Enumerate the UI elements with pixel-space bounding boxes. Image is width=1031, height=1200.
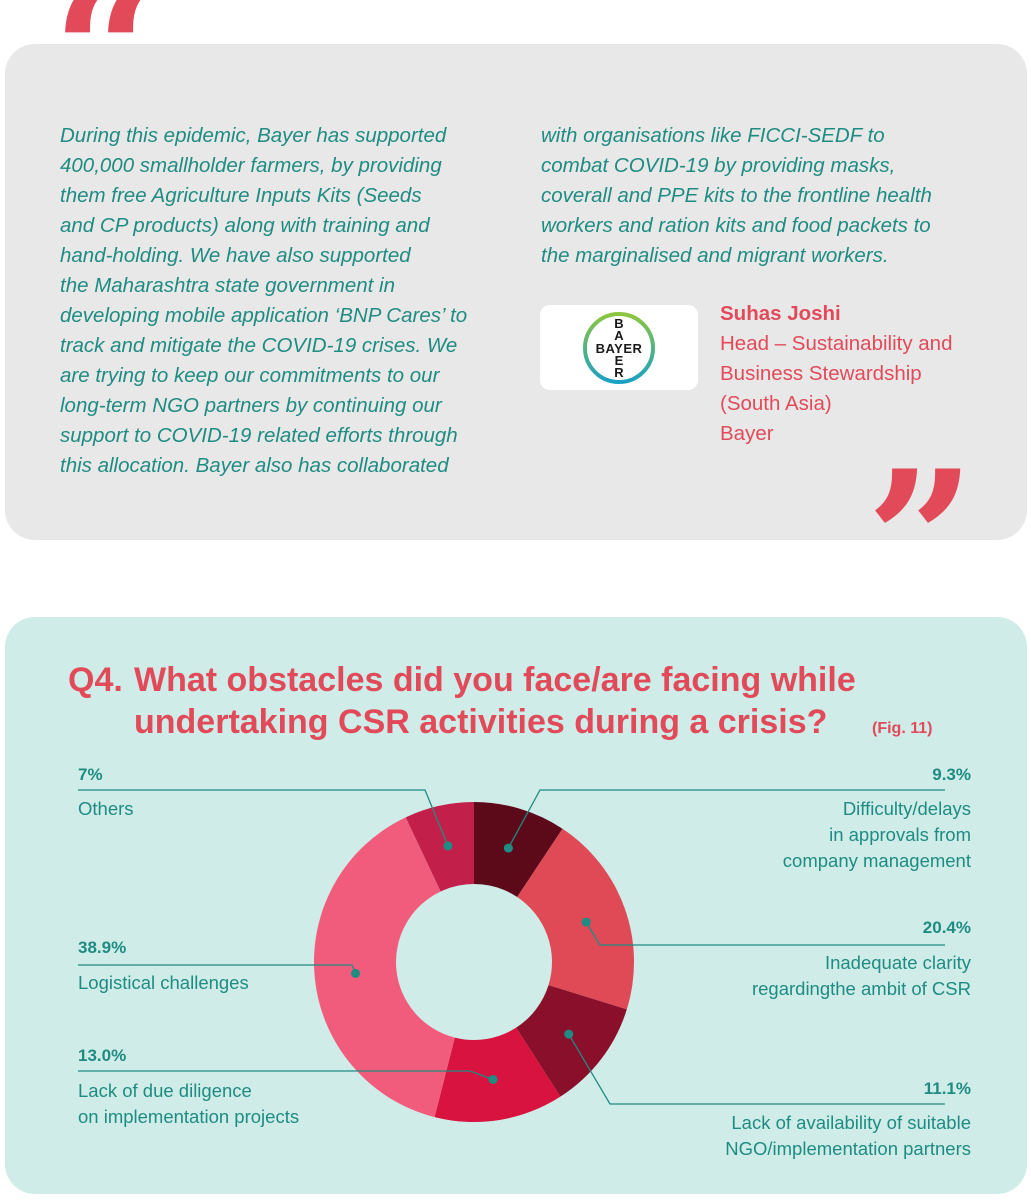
svg-text:BAYER: BAYER	[596, 341, 643, 356]
slice-value-label: 9.3%	[932, 765, 971, 784]
question-number: Q4.	[68, 661, 123, 699]
quote-text-right: with organisations like FICCI-SEDF to co…	[541, 124, 932, 267]
slice-category-label: Lack of availability of suitable NGO/imp…	[725, 1112, 971, 1159]
donut-slice	[516, 985, 627, 1097]
leader-dot	[564, 1029, 574, 1039]
leader-line	[585, 921, 945, 946]
donut-slice	[405, 802, 474, 892]
slice-category-label: Difficulty/delays in approvals from comp…	[782, 798, 971, 871]
bayer-cross-logo-icon: BAYER B A E R	[583, 312, 655, 384]
leader-dot	[581, 917, 591, 927]
leader-dot	[351, 968, 361, 978]
slice-category-label: Lack of due diligence on implementation …	[78, 1080, 300, 1127]
slice-category-label: Inadequate clarity regardingthe ambit of…	[751, 952, 971, 999]
leader-dot	[488, 1074, 498, 1084]
figure-note: (Fig. 11)	[872, 720, 933, 737]
donut-slice	[434, 1027, 561, 1122]
question-title: What obstacles did you face/are facing w…	[134, 661, 856, 741]
svg-text:A: A	[614, 328, 624, 343]
person-title: Head – Sustainability and Business Stewa…	[720, 332, 953, 445]
leader-line	[568, 1033, 945, 1105]
donut-slice	[517, 828, 635, 1010]
leader-line	[78, 789, 449, 847]
slice-value-label: 20.4%	[922, 918, 971, 937]
quote-card	[5, 44, 1027, 540]
leader-dot	[443, 841, 453, 851]
quote-attribution: Suhas Joshi Head – Sustainability and Bu…	[720, 299, 953, 449]
leader-dot	[503, 843, 513, 853]
close-quote-icon: ”	[866, 429, 976, 652]
leader-line	[507, 789, 945, 849]
slice-category-label: Others	[78, 798, 134, 819]
slice-value-label: 11.1%	[923, 1079, 971, 1098]
leader-line	[78, 1070, 494, 1081]
slice-value-label: 7%	[78, 765, 103, 784]
bayer-logo: BAYER B A E R	[540, 305, 698, 390]
slice-value-label: 38.9%	[78, 938, 127, 957]
person-name: Suhas Joshi	[720, 302, 841, 325]
donut-slice	[314, 817, 455, 1118]
donut-slice	[474, 802, 563, 898]
svg-text:B: B	[614, 316, 623, 331]
slice-value-label: 13.0%	[78, 1046, 127, 1065]
quote-text-left: During this epidemic, Bayer has supporte…	[60, 124, 468, 477]
open-quote-icon: “	[52, 0, 162, 164]
slice-category-label: Logistical challenges	[78, 972, 249, 993]
svg-text:R: R	[614, 365, 624, 380]
svg-text:E: E	[615, 353, 624, 368]
